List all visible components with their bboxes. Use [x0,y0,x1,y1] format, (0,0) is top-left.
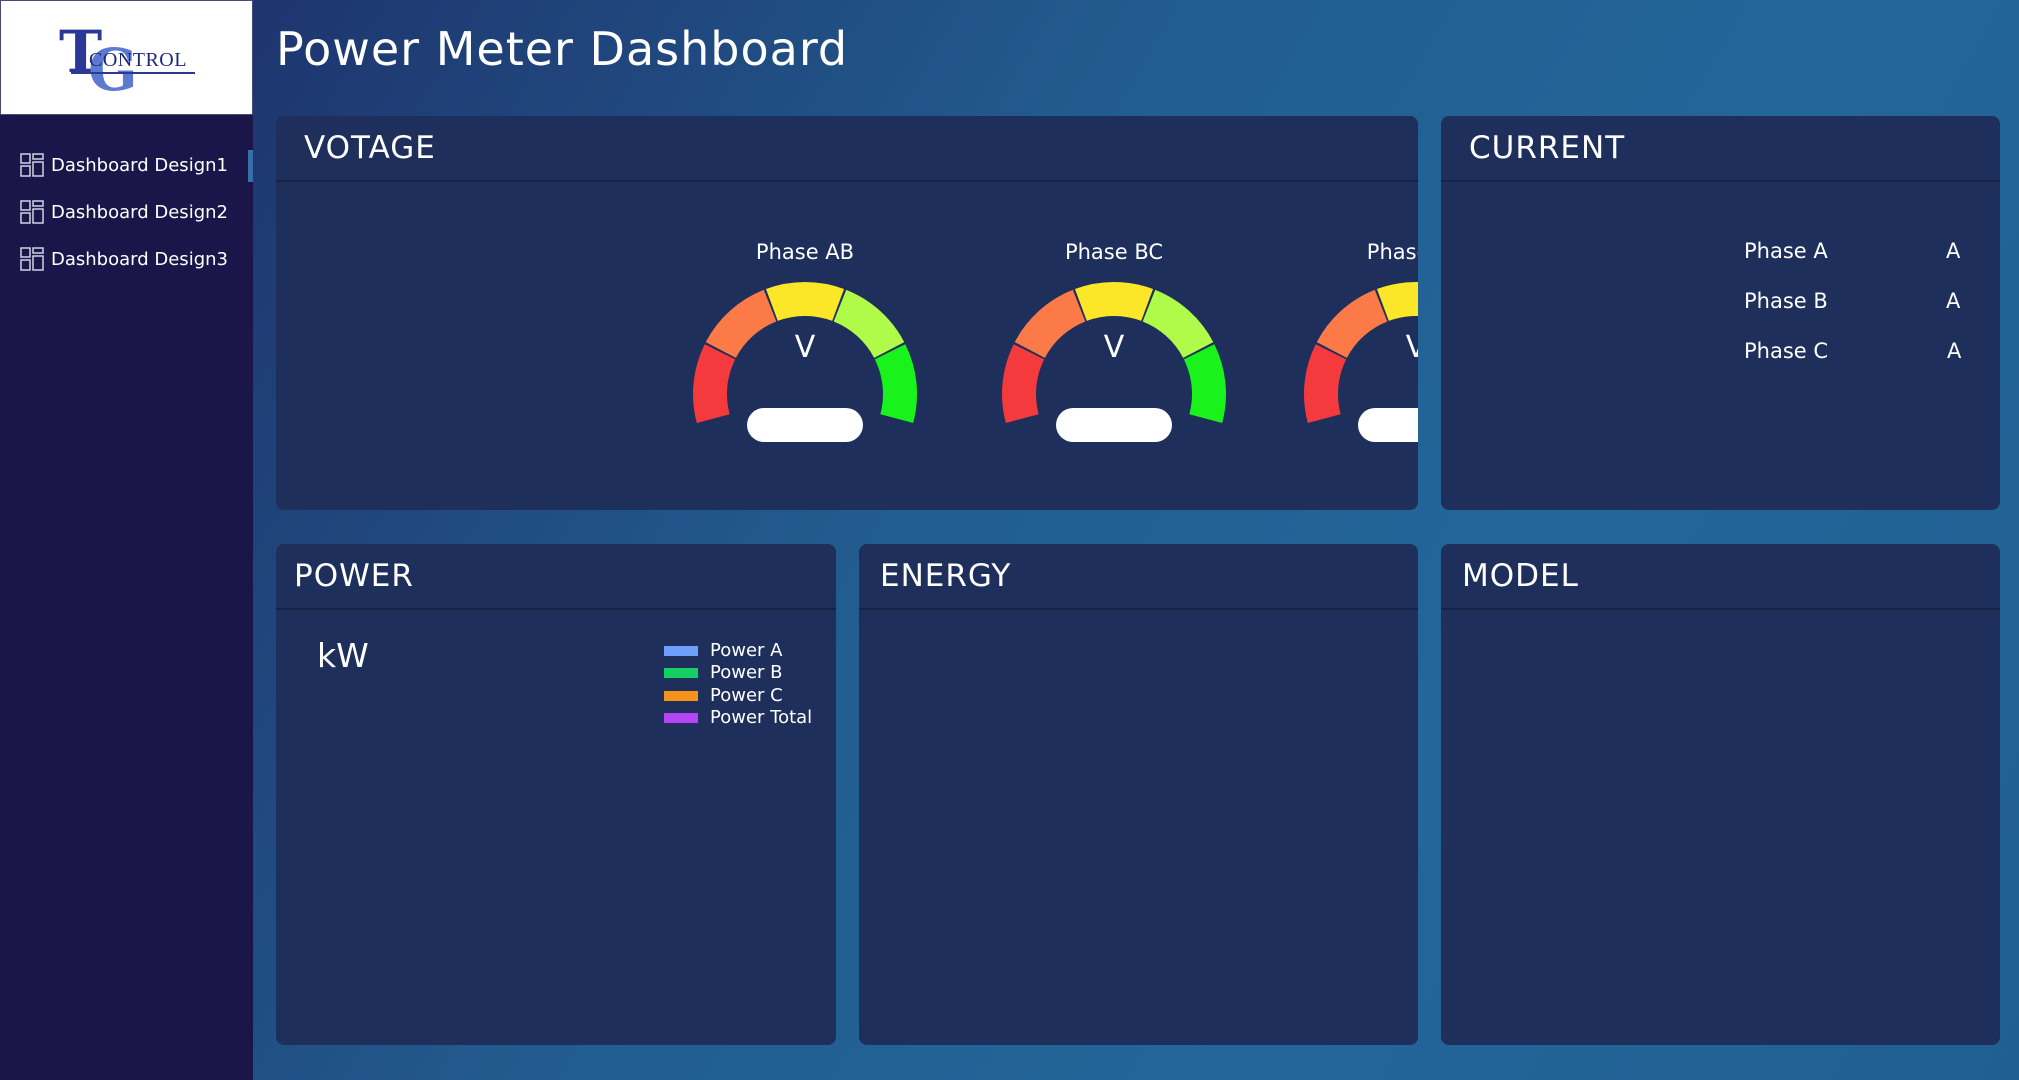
legend-label: Power Total [710,707,813,728]
legend-swatch [664,712,698,723]
gauge-segment [1376,281,1418,321]
gauge-label: Phase CA [1366,240,1418,264]
current-phase-a-unit: A [1946,239,1961,263]
current-phase-a-label: Phase A [1744,239,1828,263]
legend-label: Power C [710,685,783,706]
tg-control-logo: TG CONTROL [0,0,253,115]
dashboard-icon [20,247,44,271]
gauge-unit: V [1405,330,1418,365]
sidebar: TG CONTROL Dashboard Design1 Dashboard D… [0,0,253,1080]
gauge-arc [1002,282,1226,423]
gauge-segment [874,344,917,423]
voltage-panel: VOTAGE Phase AB V Phase BC V Phase CA V [276,116,1418,510]
model-panel: MODEL [1441,544,2000,1045]
legend-swatch [664,667,698,678]
power-unit-label: kW [317,636,369,675]
voltage-gauge-phase-bc: Phase BC V [994,240,1234,470]
gauge-value-display [1358,408,1418,442]
gauge-segment [1304,344,1347,423]
gauge-segment [833,289,905,358]
dashboard-icon [20,200,44,224]
dashboard-icon [20,153,44,177]
current-phase-c-unit: A [1947,339,1962,363]
gauge-unit: V [794,330,816,365]
current-phase-b-label: Phase B [1744,289,1828,313]
sidebar-item-label: Dashboard Design2 [51,201,228,223]
active-nav-indicator [248,150,253,182]
current-panel: CURRENT Phase A A Phase B A Phase C A [1441,116,2000,510]
gauge-unit: V [1103,330,1125,365]
gauge-segment [1142,289,1214,358]
gauge-segment [1183,344,1226,423]
gauge-segment [765,282,845,321]
legend-item-power-total[interactable]: Power Total [664,707,812,728]
voltage-gauge-phase-ca: Phase CA V [1296,240,1418,470]
gauge-label: Phase AB [755,240,855,264]
panel-title: POWER [276,544,836,610]
panel-title: MODEL [1441,544,2000,610]
sidebar-item-label: Dashboard Design1 [51,154,228,176]
gauge-arc [693,282,917,423]
page-title: Power Meter Dashboard [276,22,849,76]
gauge-segment [1002,344,1045,423]
gauge-segment [1014,289,1086,358]
legend-item-power-b[interactable]: Power B [664,662,783,683]
gauge-segment [705,289,777,358]
legend-label: Power B [710,662,783,683]
legend-item-power-c[interactable]: Power C [664,685,783,706]
panel-title: ENERGY [859,544,1418,610]
legend-swatch [664,645,698,656]
panel-title: CURRENT [1441,116,2000,182]
legend-item-power-a[interactable]: Power A [664,640,782,661]
sidebar-item-dashboard-design1[interactable]: Dashboard Design1 [0,147,253,183]
panel-title: VOTAGE [276,116,1418,182]
sidebar-item-dashboard-design2[interactable]: Dashboard Design2 [0,194,253,230]
gauge-value-display [747,408,863,442]
voltage-gauge-phase-ab: Phase AB V [685,240,925,470]
sidebar-item-dashboard-design3[interactable]: Dashboard Design3 [0,241,253,277]
legend-swatch [664,690,698,701]
sidebar-item-label: Dashboard Design3 [51,248,228,270]
current-phase-b-unit: A [1946,289,1961,313]
gauge-segment [693,344,736,423]
current-phase-c-label: Phase C [1744,339,1829,363]
energy-panel: ENERGY [859,544,1418,1045]
gauge-segment [1074,282,1154,321]
legend-label: Power A [710,640,783,661]
gauge-value-display [1056,408,1172,442]
power-panel: POWER kW Power A Power B Power C Power T… [276,544,836,1045]
gauge-arc [1304,281,1418,423]
gauge-label: Phase BC [1064,240,1164,264]
gauge-segment [1316,289,1388,358]
